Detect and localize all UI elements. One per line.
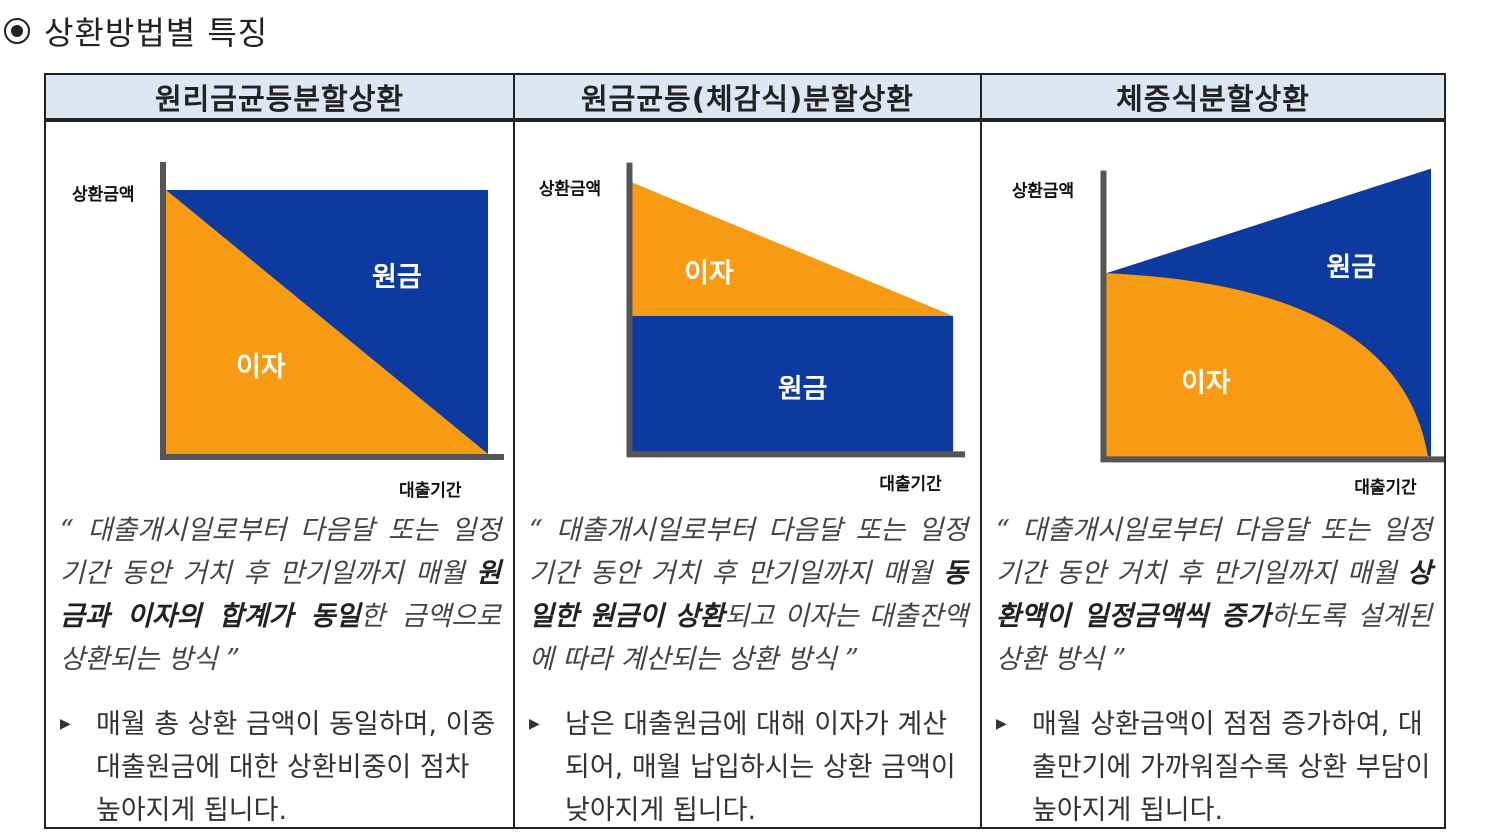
principal-label: 원금 [372,262,422,293]
method-note: ▶ 매월 총 상환 금액이 동일하며, 이중 대출원금에 대한 상환비중이 점차… [60,703,501,832]
method-note: ▶ 매월 상환금액이 점점 증가하여, 대출만기에 가까워질수록 상환 부담이 … [996,703,1432,832]
interest-label: 이자 [684,258,734,289]
column-title: 체증식분할상환 [982,75,1444,122]
radio-bullet-icon [4,18,30,44]
repayment-diagram: 상환금액 대출기간 원금 이자 [46,126,513,506]
triangle-bullet-icon: ▶ [996,716,1007,732]
interest-label: 이자 [1181,368,1231,399]
note-text: 매월 총 상환 금액이 동일하며, 이중 대출원금에 대한 상환비중이 점차 높… [96,709,496,826]
diagram-svg: 상환금액 대출기간 원금 이자 [1012,168,1444,497]
column-equal-principal: 원금균등(체감식)분할상환 상환금액 대출기간 이자 원금 “ 대출개시일로부터… [513,75,980,827]
x-axis-label: 대출기간 [1354,477,1417,497]
column-title: 원금균등(체감식)분할상환 [515,75,980,122]
method-description: “ 대출개시일로부터 다음달 또는 일정기간 동안 거치 후 만기일까지 매월 … [529,515,968,675]
diagram-svg: 상환금액 대출기간 원금 이자 [72,162,504,501]
x-axis-label: 대출기간 [879,473,942,493]
y-axis-label: 상환금액 [72,185,135,205]
method-description: “ 대출개시일로부터 다음달 또는 일정기간 동안 거치 후 만기일까지 매월 … [996,515,1433,675]
principal-label: 원금 [778,374,827,405]
section-title: 상환방법별 특징 [44,14,269,52]
method-description: “ 대출개시일로부터 다음달 또는 일정기간 동안 거치 후 만기일까지 매월 … [60,515,501,675]
x-axis-label: 대출기간 [399,481,462,501]
triangle-bullet-icon: ▶ [529,716,540,732]
principal-area [632,316,954,452]
repayment-diagram: 상환금액 대출기간 원금 이자 [982,126,1444,506]
interest-area [632,182,954,316]
note-text: 매월 상환금액이 점점 증가하여, 대출만기에 가까워질수록 상환 부담이 높아… [1032,709,1431,826]
emphasis-text: 원금과 이자의 합계가 동일 [60,558,501,632]
y-axis-label: 상환금액 [539,179,601,199]
method-note: ▶ 남은 대출원금에 대해 이자가 계산되어, 매월 납입하시는 상환 금액이 … [529,703,968,832]
diagram-svg: 상환금액 대출기간 이자 원금 [539,162,966,493]
emphasis-text: 상환액이 일정금액씩 증가 [996,558,1432,632]
column-title: 원리금균등분할상환 [46,75,513,122]
y-axis-label: 상환금액 [1012,181,1074,201]
interest-area [1106,273,1429,458]
interest-label: 이자 [236,352,286,383]
triangle-bullet-icon: ▶ [60,716,71,732]
repayment-comparison-table: 원리금균등분할상환 상환금액 대출기간 원금 이자 “ 대출개시일로부터 다음달… [44,73,1446,829]
section-heading: 상환방법별 특징 [4,6,268,56]
principal-area [166,190,488,454]
note-text: 남은 대출원금에 대해 이자가 계산되어, 매월 납입하시는 상환 금액이 낮아… [565,709,956,826]
repayment-diagram: 상환금액 대출기간 이자 원금 [515,126,980,506]
column-equal-installment: 원리금균등분할상환 상환금액 대출기간 원금 이자 “ 대출개시일로부터 다음달… [46,75,513,827]
emphasis-text: 동일한 원금이 상환 [529,558,968,632]
column-graduated: 체증식분할상환 상환금액 대출기간 원금 이자 “ 대출개시일로부터 다음달 또… [980,75,1444,827]
principal-label: 원금 [1327,252,1376,283]
